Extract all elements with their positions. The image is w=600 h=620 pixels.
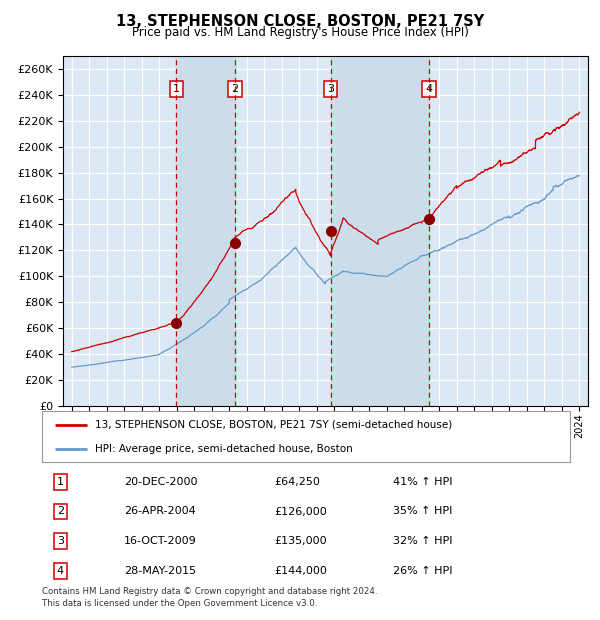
Text: Contains HM Land Registry data © Crown copyright and database right 2024.
This d: Contains HM Land Registry data © Crown c…: [42, 587, 377, 608]
Text: 16-OCT-2009: 16-OCT-2009: [124, 536, 197, 546]
Bar: [331, 56, 429, 406]
Text: 41% ↑ HPI: 41% ↑ HPI: [393, 477, 452, 487]
Text: 4: 4: [57, 566, 64, 576]
Text: 20-DEC-2000: 20-DEC-2000: [124, 477, 197, 487]
Bar: [176, 56, 235, 406]
Text: Price paid vs. HM Land Registry's House Price Index (HPI): Price paid vs. HM Land Registry's House …: [131, 26, 469, 39]
Text: £126,000: £126,000: [274, 507, 327, 516]
Text: 3: 3: [327, 84, 334, 94]
Text: 1: 1: [173, 84, 180, 94]
Text: HPI: Average price, semi-detached house, Boston: HPI: Average price, semi-detached house,…: [95, 444, 353, 454]
Text: 13, STEPHENSON CLOSE, BOSTON, PE21 7SY: 13, STEPHENSON CLOSE, BOSTON, PE21 7SY: [116, 14, 484, 29]
Text: 2: 2: [231, 84, 238, 94]
Text: 32% ↑ HPI: 32% ↑ HPI: [393, 536, 452, 546]
Text: 13, STEPHENSON CLOSE, BOSTON, PE21 7SY (semi-detached house): 13, STEPHENSON CLOSE, BOSTON, PE21 7SY (…: [95, 420, 452, 430]
Text: £135,000: £135,000: [274, 536, 327, 546]
FancyBboxPatch shape: [42, 411, 570, 462]
Text: 28-MAY-2015: 28-MAY-2015: [124, 566, 196, 576]
Text: 35% ↑ HPI: 35% ↑ HPI: [393, 507, 452, 516]
Text: 26% ↑ HPI: 26% ↑ HPI: [393, 566, 452, 576]
Text: £64,250: £64,250: [274, 477, 320, 487]
Text: £144,000: £144,000: [274, 566, 327, 576]
Text: 2: 2: [57, 507, 64, 516]
Text: 3: 3: [57, 536, 64, 546]
Text: 1: 1: [57, 477, 64, 487]
Text: 26-APR-2004: 26-APR-2004: [124, 507, 196, 516]
Text: 4: 4: [425, 84, 433, 94]
